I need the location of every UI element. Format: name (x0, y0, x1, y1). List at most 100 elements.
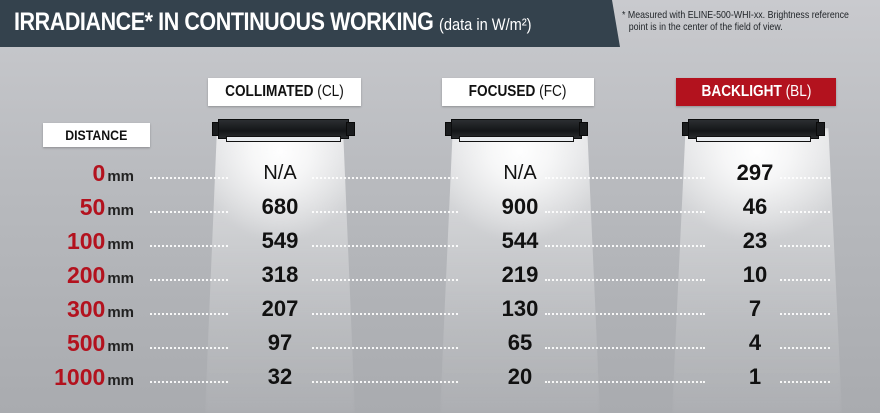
table-row: 500 mm 97 65 4 (0, 326, 880, 360)
dotted-leader (545, 245, 705, 247)
footnote: * Measured with ELINE-500-WHI-xx. Bright… (622, 9, 849, 33)
distance-unit: mm (107, 270, 134, 287)
irradiance-value-bl: 23 (742, 228, 768, 253)
dotted-leader (780, 211, 830, 213)
distance-value: 500 mm (67, 326, 134, 360)
distance-unit: mm (107, 236, 134, 253)
dotted-leader (545, 211, 705, 213)
table-row: 0 mm N/A N/A 297 (0, 156, 880, 190)
distance-value: 0 mm (93, 156, 134, 190)
dotted-leader (780, 347, 830, 349)
distance-number: 500 (66, 330, 106, 356)
dotted-leader (312, 279, 458, 281)
irradiance-value-bl: 46 (742, 194, 768, 219)
beam-focused (440, 128, 600, 413)
dotted-leader (150, 313, 228, 315)
distance-number: 100 (66, 228, 106, 254)
lamp-focused-icon (445, 117, 588, 142)
dotted-leader (150, 177, 228, 179)
dotted-leader (545, 279, 705, 281)
title-bar-tail (560, 0, 620, 47)
distance-value: 50 mm (80, 190, 134, 224)
dotted-leader (312, 313, 458, 315)
beam-backlight (672, 128, 842, 413)
irradiance-value-bl: 7 (748, 296, 762, 321)
distance-unit: mm (107, 304, 134, 321)
footnote-line-1: * Measured with ELINE-500-WHI-xx. Bright… (622, 9, 849, 21)
column-header-backlight-name: BACKLIGHT (701, 83, 782, 100)
distance-number: 1000 (54, 364, 106, 390)
page-title: IRRADIANCE* IN CONTINUOUS WORKING (data … (14, 8, 532, 37)
table-row: 50 mm 680 900 46 (0, 190, 880, 224)
column-header-collimated-name: COLLIMATED (225, 83, 314, 100)
dotted-leader (545, 347, 705, 349)
irradiance-value-cl: 207 (261, 296, 299, 321)
title-bar (0, 0, 612, 47)
irradiance-value-fc: 544 (501, 228, 539, 253)
distance-value: 1000 mm (54, 360, 134, 394)
distance-value: 100 mm (67, 224, 134, 258)
dotted-leader (312, 347, 458, 349)
dotted-leader (780, 381, 830, 383)
dotted-leader (312, 381, 458, 383)
distance-number: 200 (66, 262, 106, 288)
dotted-leader (312, 177, 458, 179)
irradiance-value-cl: 549 (261, 228, 299, 253)
irradiance-value-bl: 10 (742, 262, 768, 287)
irradiance-value-fc: 219 (501, 262, 539, 287)
column-header-focused-code: (FC) (539, 83, 567, 100)
irradiance-value-cl: N/A (263, 162, 297, 184)
distance-unit: mm (107, 338, 134, 355)
dotted-leader (545, 381, 705, 383)
dotted-leader (780, 245, 830, 247)
lamp-collimated-icon (212, 117, 355, 142)
column-header-focused: FOCUSED (FC) (442, 78, 594, 106)
irradiance-value-fc: N/A (503, 162, 537, 184)
dotted-leader (312, 245, 458, 247)
dotted-leader (150, 279, 228, 281)
dotted-leader (780, 177, 830, 179)
dotted-leader (150, 211, 228, 213)
distance-unit: mm (107, 202, 134, 219)
dotted-leader (780, 279, 830, 281)
dotted-leader (150, 381, 228, 383)
distance-unit: mm (107, 372, 134, 389)
irradiance-value-bl: 4 (748, 330, 762, 355)
table-row: 1000 mm 32 20 1 (0, 360, 880, 394)
distance-number: 0 (92, 160, 106, 186)
irradiance-value-cl: 318 (261, 262, 299, 287)
table-row: 100 mm 549 544 23 (0, 224, 880, 258)
dotted-leader (312, 211, 458, 213)
distance-unit: mm (107, 168, 134, 185)
distance-number: 300 (66, 296, 106, 322)
column-header-collimated: COLLIMATED (CL) (208, 78, 361, 106)
distance-value: 200 mm (67, 258, 134, 292)
lamp-backlight-icon (682, 117, 825, 142)
irradiance-value-cl: 97 (267, 330, 293, 355)
dotted-leader (545, 313, 705, 315)
distance-value: 300 mm (67, 292, 134, 326)
title-main: IRRADIANCE* IN CONTINUOUS WORKING (14, 8, 434, 36)
distance-number: 50 (79, 194, 106, 220)
dotted-leader (150, 245, 228, 247)
dotted-leader (780, 313, 830, 315)
dotted-leader (545, 177, 705, 179)
irradiance-value-cl: 680 (261, 194, 299, 219)
irradiance-value-fc: 65 (507, 330, 533, 355)
column-header-focused-name: FOCUSED (469, 83, 536, 100)
table-row: 200 mm 318 219 10 (0, 258, 880, 292)
irradiance-value-cl: 32 (267, 364, 293, 389)
distance-header: DISTANCE (43, 123, 150, 147)
title-unit: (data in W/m²) (438, 15, 532, 34)
irradiance-value-fc: 900 (501, 194, 539, 219)
footnote-line-2: point is in the center of the field of v… (628, 21, 783, 33)
table-row: 300 mm 207 130 7 (0, 292, 880, 326)
column-header-backlight: BACKLIGHT (BL) (676, 78, 836, 106)
irradiance-value-bl: 1 (748, 364, 762, 389)
beam-collimated (205, 128, 355, 413)
irradiance-value-fc: 130 (501, 296, 539, 321)
column-header-collimated-code: (CL) (317, 83, 344, 100)
column-header-backlight-code: (BL) (785, 83, 811, 100)
irradiance-value-bl: 297 (736, 160, 774, 185)
